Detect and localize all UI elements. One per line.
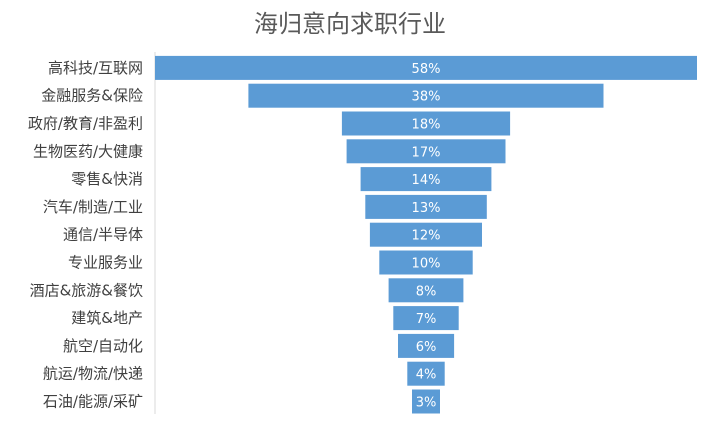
category-label-1: 高科技/互联网 bbox=[48, 59, 143, 77]
bar-1 bbox=[155, 55, 697, 80]
bar-4 bbox=[346, 139, 506, 164]
data-label-7: 12% bbox=[412, 229, 441, 244]
bar-5 bbox=[360, 167, 492, 192]
bar-9 bbox=[388, 278, 464, 303]
bar-series: 58% 高科技/互联网 38% 金融服务&保险 18% 政府/教育/非盈利 17% 生物医药/… bbox=[28, 55, 697, 414]
data-label-10: 7% bbox=[416, 312, 437, 327]
category-label-2: 金融服务&保险 bbox=[41, 87, 143, 105]
category-label-6: 汽车/制造/工业 bbox=[43, 198, 143, 216]
bar-3 bbox=[341, 111, 511, 136]
category-label-9: 酒店&旅游&餐饮 bbox=[30, 281, 143, 299]
category-label-13: 石油/能源/采矿 bbox=[43, 393, 143, 411]
category-label-4: 生物医药/大健康 bbox=[33, 142, 143, 160]
data-label-6: 13% bbox=[412, 201, 441, 216]
data-label-8: 10% bbox=[412, 257, 441, 272]
data-label-4: 17% bbox=[412, 145, 441, 160]
data-label-5: 14% bbox=[412, 173, 441, 188]
data-label-2: 38% bbox=[412, 90, 441, 105]
data-label-3: 18% bbox=[412, 118, 441, 133]
data-label-1: 58% bbox=[412, 62, 441, 77]
bar-13 bbox=[412, 389, 440, 414]
data-label-9: 8% bbox=[416, 284, 437, 299]
data-label-12: 4% bbox=[416, 368, 437, 383]
bar-12 bbox=[407, 361, 445, 386]
category-label-12: 航运/物流/快递 bbox=[43, 365, 143, 383]
category-label-11: 航空/自动化 bbox=[63, 337, 143, 355]
bar-7 bbox=[369, 222, 482, 247]
bar-2 bbox=[248, 83, 604, 108]
category-label-5: 零售&快消 bbox=[71, 170, 143, 188]
category-label-10: 建筑&地产 bbox=[71, 309, 143, 327]
bar-11 bbox=[398, 333, 455, 358]
chart-title: 海归意向求职行业 bbox=[254, 10, 446, 38]
bar-10 bbox=[393, 306, 459, 331]
category-label-8: 专业服务业 bbox=[68, 254, 143, 272]
data-label-11: 6% bbox=[416, 340, 437, 355]
bar-6 bbox=[365, 194, 487, 219]
category-label-7: 通信/半导体 bbox=[63, 226, 143, 244]
bar-8 bbox=[379, 250, 473, 275]
category-label-3: 政府/教育/非盈利 bbox=[28, 115, 143, 133]
data-label-13: 3% bbox=[416, 396, 437, 411]
